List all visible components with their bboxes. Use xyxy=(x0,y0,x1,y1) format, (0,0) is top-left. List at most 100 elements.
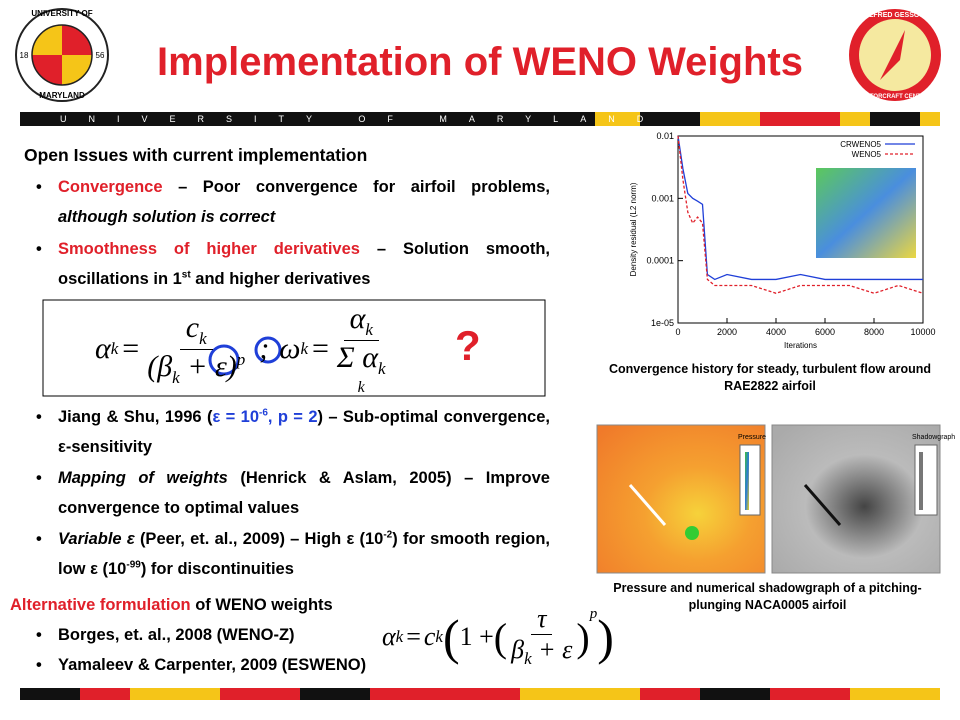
text-run: -6 xyxy=(259,407,268,419)
math: ( xyxy=(442,609,460,665)
math: c xyxy=(185,310,200,344)
fraction: αk Σ αk k xyxy=(337,302,386,397)
math: α xyxy=(95,332,111,365)
text-run: (Peer, et. al., 2009) – High ε (10 xyxy=(134,530,384,548)
math: Σ α xyxy=(336,340,378,374)
section-heading: Open Issues with current implementation xyxy=(24,145,368,165)
left-logo xyxy=(15,8,109,102)
alternative-list: Borges, et. al., 2008 (WENO-Z) Yamaleev &… xyxy=(36,620,460,680)
math: k xyxy=(300,339,308,358)
bullet: Borges, et. al., 2008 (WENO-Z) xyxy=(36,620,460,650)
legend-label: WENO5 xyxy=(852,150,882,159)
math: k xyxy=(199,328,207,348)
bullet: Yamaleev & Carpenter, 2009 (ESWENO) xyxy=(36,650,460,680)
highlight xyxy=(254,336,282,364)
math: α xyxy=(349,301,366,335)
math: k xyxy=(357,378,365,396)
math: k xyxy=(110,339,119,358)
text-run: ) for smooth region, low ε (10 xyxy=(58,530,550,578)
banner-text: UNIVERSITY OF MARYLAND xyxy=(60,114,666,124)
text-run: Borges, et. al., 2008 (WENO-Z) xyxy=(58,626,295,644)
text-run: Smoothness of higher derivatives xyxy=(58,240,360,258)
slide-title: Implementation of WENO Weights xyxy=(157,40,803,84)
bullet: Convergence – Poor convergence for airfo… xyxy=(36,172,550,232)
simulation-panels xyxy=(596,424,941,574)
math: k xyxy=(172,367,180,387)
fraction: ck (βk + ε)p xyxy=(147,311,245,388)
math: = xyxy=(312,332,329,365)
text-run: Mapping of weights xyxy=(58,469,228,487)
math: k xyxy=(378,358,386,378)
y-tick-label: 0.001 xyxy=(651,193,674,203)
text-run: -2 xyxy=(383,529,393,541)
math: ) xyxy=(597,609,614,665)
caption: Pressure and numerical shadowgraph of a … xyxy=(613,581,922,612)
text-run: although solution is correct xyxy=(58,208,276,226)
text-run: Variable ε xyxy=(58,530,135,548)
math: β xyxy=(511,635,525,665)
panel-legend: Shadowgraph xyxy=(912,434,956,441)
text-run: – Solution smooth, oscillations in 1 xyxy=(58,240,550,288)
x-tick-label: 4000 xyxy=(766,327,786,337)
bullet: Smoothness of higher derivatives – Solut… xyxy=(36,234,550,294)
x-tick-label: 2000 xyxy=(717,327,737,337)
text-run: Alternative formulation xyxy=(10,596,191,614)
math: c xyxy=(423,622,436,651)
fraction: τ βk + ε xyxy=(511,604,572,669)
math: p xyxy=(589,606,598,622)
math: ( xyxy=(493,614,508,660)
text-run: , p = 2 xyxy=(267,408,318,426)
reference-list: Jiang & Shu, 1996 (ε = 10-6, p = 2) – Su… xyxy=(36,402,550,585)
text-run: Convergence xyxy=(58,178,163,196)
math: 1 + xyxy=(459,622,494,651)
math: p xyxy=(236,349,246,369)
y-tick-label: 1e-05 xyxy=(651,318,674,328)
caption: Convergence history for steady, turbulen… xyxy=(608,362,932,393)
y-tick-label: 0.01 xyxy=(656,131,674,141)
convergence-chart: 1e-05 0.0001 0.001 0.01 0 2000 4000 6000 8000 100… xyxy=(629,131,936,350)
x-tick-label: 6000 xyxy=(815,327,835,337)
y-axis-label: Density residual (L2 norm) xyxy=(629,182,638,276)
math: ω xyxy=(279,332,301,365)
banner-pattern xyxy=(20,112,940,700)
text-run: and higher derivatives xyxy=(190,270,371,288)
math: k xyxy=(365,319,373,339)
text-run: (Henrick & Aslam, 2005) – Improve conver… xyxy=(58,469,550,517)
text-run: Jiang & Shu, 1996 ( xyxy=(58,408,213,426)
series-line xyxy=(677,135,923,281)
math: + ε xyxy=(538,635,573,665)
x-tick-label: 0 xyxy=(675,327,680,337)
text-run: st xyxy=(181,269,191,281)
issue-list: Convergence – Poor convergence for airfo… xyxy=(36,172,550,296)
math: ; xyxy=(259,332,270,365)
series-line xyxy=(677,135,924,294)
bullet: Mapping of weights (Henrick & Aslam, 200… xyxy=(36,463,550,523)
question-mark: ? xyxy=(455,322,481,369)
legend-label: CRWENO5 xyxy=(840,140,881,149)
highlight xyxy=(208,344,240,376)
math: + ε) xyxy=(187,349,237,383)
text-run: ) for discontinuities xyxy=(140,560,294,578)
text-run: ε = 10 xyxy=(212,408,259,426)
math: k xyxy=(435,627,443,646)
math: k xyxy=(524,649,532,669)
bullet: Variable ε (Peer, et. al., 2009) – High … xyxy=(36,524,550,584)
bullet: Jiang & Shu, 1996 (ε = 10-6, p = 2) – Su… xyxy=(36,402,550,462)
inset-image xyxy=(816,168,916,258)
text-run: -99 xyxy=(126,559,141,571)
panel-legend: Pressure xyxy=(738,434,767,441)
math: τ xyxy=(531,604,553,636)
y-tick-label: 0.0001 xyxy=(646,256,674,266)
formula-box xyxy=(42,299,546,397)
math: = xyxy=(406,622,421,651)
text-run: of WENO weights xyxy=(190,596,333,614)
math: (β xyxy=(147,349,173,383)
math: ) xyxy=(576,614,590,660)
x-tick-label: 8000 xyxy=(864,327,884,337)
text-run: Yamaleev & Carpenter, 2009 (ESWENO) xyxy=(58,656,367,674)
math: α xyxy=(382,622,396,651)
